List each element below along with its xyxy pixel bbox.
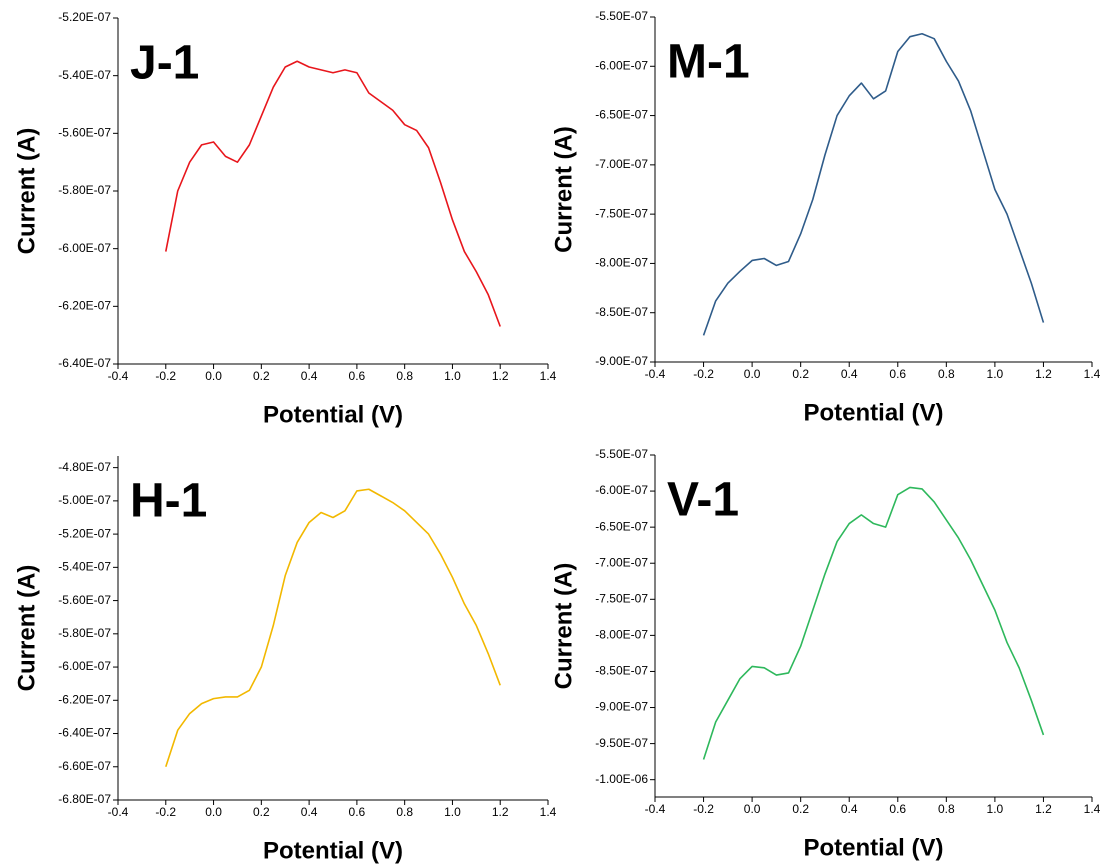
x-tick-label: 0.0 [744,367,761,381]
y-tick-label: -6.80E-07 [58,792,111,806]
annotation: M-1 [667,36,750,89]
annotation: J-1 [130,37,199,90]
y-tick-label: -5.50E-07 [595,447,648,461]
x-tick-label: 0.8 [938,367,955,381]
y-tick-label: -1.00E-06 [595,772,648,786]
y-tick-label: -5.50E-07 [595,9,648,23]
y-tick-label: -5.80E-07 [58,183,111,197]
x-tick-label: 1.4 [1084,802,1101,816]
x-tick-label: 1.2 [1035,367,1052,381]
x-tick-label: 0.0 [744,802,761,816]
y-tick-label: -4.80E-07 [58,460,111,474]
y-tick-label: -9.50E-07 [595,736,648,750]
x-tick-label: 0.8 [396,369,413,383]
x-tick-label: 1.0 [444,369,461,383]
x-tick-label: 0.6 [889,367,906,381]
x-tick-label: -0.2 [155,369,176,383]
x-tick-label: 0.0 [205,805,222,819]
y-tick-label: -5.00E-07 [58,493,111,507]
y-tick-label: -6.00E-07 [58,659,111,673]
x-axis-label: Potential (V) [263,401,403,428]
x-tick-label: 0.6 [889,802,906,816]
x-tick-label: 0.8 [938,802,955,816]
y-tick-label: -5.20E-07 [58,10,111,24]
y-tick-label: -6.50E-07 [595,519,648,533]
y-tick-label: -7.00E-07 [595,555,648,569]
x-tick-label: 1.0 [987,367,1004,381]
x-tick-label: 1.2 [492,369,509,383]
y-axis-label: Current (A) [13,128,40,255]
y-axis-label: Current (A) [550,126,577,253]
x-tick-label: -0.4 [645,367,666,381]
y-tick-label: -6.00E-07 [58,241,111,255]
y-tick-label: -9.00E-07 [595,354,648,368]
y-tick-label: -5.60E-07 [58,126,111,140]
x-tick-label: -0.4 [108,805,129,819]
x-tick-label: 0.0 [205,369,222,383]
data-line [165,488,501,768]
x-axis-label: Potential (V) [803,399,943,426]
x-axis-label: Potential (V) [263,837,403,864]
y-tick-label: -6.60E-07 [58,759,111,773]
x-tick-label: 0.4 [301,805,318,819]
x-axis-label: Potential (V) [803,834,943,861]
x-tick-label: -0.2 [155,805,176,819]
y-axis-label: Current (A) [550,563,577,690]
x-tick-label: 0.4 [841,802,858,816]
y-axis-label: Current (A) [13,565,40,692]
x-tick-label: 0.2 [792,367,809,381]
x-tick-label: 1.2 [492,805,509,819]
y-tick-label: -6.20E-07 [58,299,111,313]
x-tick-label: 0.2 [792,802,809,816]
y-tick-label: -5.40E-07 [58,68,111,82]
y-tick-label: -6.50E-07 [595,108,648,122]
data-line [702,32,1045,336]
y-tick-label: -5.80E-07 [58,626,111,640]
x-tick-label: 0.8 [396,805,413,819]
y-tick-label: -8.50E-07 [595,305,648,319]
y-tick-label: -6.40E-07 [58,726,111,740]
y-tick-label: -6.40E-07 [58,356,111,370]
x-tick-label: -0.2 [693,367,714,381]
y-tick-label: -7.50E-07 [595,206,648,220]
y-tick-label: -5.60E-07 [58,593,111,607]
annotation: V-1 [667,474,739,527]
y-tick-label: -8.00E-07 [595,628,648,642]
x-tick-label: 0.2 [253,369,270,383]
x-tick-label: 1.0 [444,805,461,819]
x-tick-label: -0.4 [108,369,129,383]
x-tick-label: -0.4 [645,802,666,816]
x-tick-label: 1.0 [987,802,1004,816]
x-tick-label: 1.4 [1084,367,1101,381]
x-tick-label: 0.6 [349,369,366,383]
annotation: H-1 [130,475,207,528]
y-tick-label: -6.00E-07 [595,483,648,497]
x-tick-label: 1.4 [540,805,557,819]
x-tick-label: -0.2 [693,802,714,816]
y-tick-label: -5.20E-07 [58,526,111,540]
x-tick-label: 1.4 [540,369,557,383]
x-tick-label: 1.2 [1035,802,1052,816]
y-tick-label: -7.00E-07 [595,157,648,171]
x-tick-label: 0.4 [841,367,858,381]
x-tick-label: 0.4 [301,369,318,383]
x-tick-label: 0.2 [253,805,270,819]
y-tick-label: -8.50E-07 [595,664,648,678]
y-tick-label: -8.00E-07 [595,256,648,270]
x-tick-label: 0.6 [349,805,366,819]
y-tick-label: -7.50E-07 [595,591,648,605]
y-tick-label: -9.00E-07 [595,700,648,714]
y-tick-label: -6.00E-07 [595,58,648,72]
data-line [164,60,501,327]
y-tick-label: -5.40E-07 [58,560,111,574]
y-tick-label: -6.20E-07 [58,692,111,706]
data-line [702,486,1045,760]
